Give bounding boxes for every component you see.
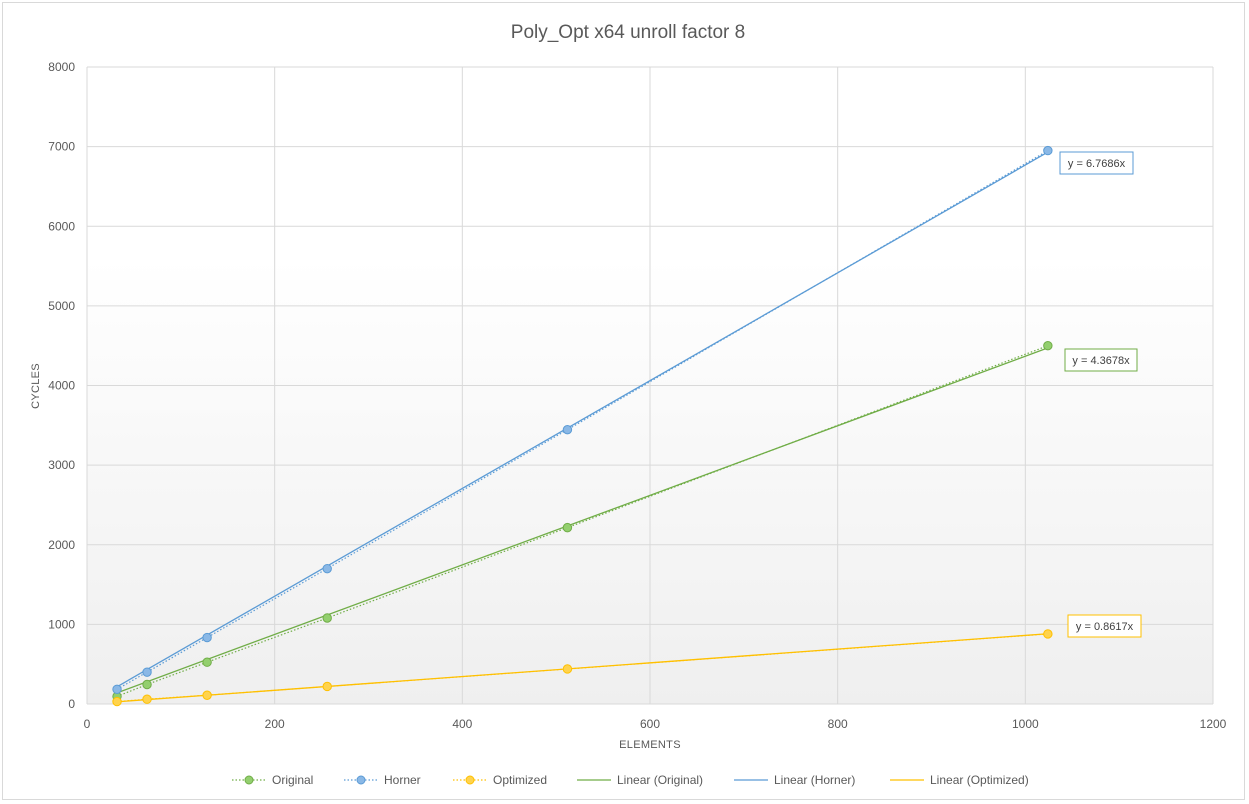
x-tick-label: 800 <box>828 717 848 731</box>
y-tick-label: 5000 <box>48 299 75 313</box>
data-point <box>142 667 152 677</box>
equation-label: y = 6.7686x <box>1068 158 1126 170</box>
data-point <box>1043 145 1053 156</box>
legend-marker <box>244 775 254 785</box>
y-tick-label: 7000 <box>48 140 75 154</box>
data-point <box>202 632 212 643</box>
legend-marker <box>465 775 475 785</box>
equation-box <box>1059 151 1134 175</box>
y-tick-label: 3000 <box>48 458 75 472</box>
y-tick-label: 6000 <box>48 219 75 233</box>
y-tick-label: 1000 <box>48 617 75 631</box>
x-tick-label: 1000 <box>1012 717 1039 731</box>
legend-label: Original <box>272 773 313 787</box>
x-tick-label: 600 <box>640 717 660 731</box>
legend-item[interactable]: Linear (Original) <box>577 773 703 787</box>
data-series <box>116 150 1049 703</box>
data-point <box>1043 340 1053 351</box>
series-line <box>116 150 1049 690</box>
equation-label: y = 0.8617x <box>1076 621 1134 633</box>
y-tick-label: 4000 <box>48 379 75 393</box>
equation-label: y = 4.3678x <box>1072 355 1130 367</box>
data-point <box>322 613 332 623</box>
data-point <box>1043 629 1053 639</box>
x-tick-label: 1200 <box>1200 717 1227 731</box>
legend-label: Horner <box>384 773 421 787</box>
grid <box>86 66 1214 705</box>
data-point <box>142 694 152 704</box>
trendline-equations: y = 6.7686x y = 4.3678x y = 0.8617x <box>1059 151 1142 638</box>
data-point <box>202 657 212 667</box>
tick-labels: 0 1000 2000 3000 4000 5000 6000 7000 8000 0 200 400… <box>48 60 1226 731</box>
x-tick-label: 400 <box>452 717 472 731</box>
trendline <box>116 347 1049 694</box>
data-point <box>142 679 152 690</box>
equation-box <box>1067 614 1142 638</box>
y-tick-label: 2000 <box>48 538 75 552</box>
legend-label: Linear (Original) <box>617 773 703 787</box>
legend-item[interactable]: Original <box>232 773 313 787</box>
x-tick-label: 0 <box>84 717 91 731</box>
chart-title: Poly_Opt x64 unroll factor 8 <box>511 22 745 43</box>
data-point <box>112 696 122 707</box>
legend-item[interactable]: Optimized <box>453 773 547 787</box>
legend-item[interactable]: Linear (Optimized) <box>890 773 1029 787</box>
data-point <box>562 424 573 435</box>
legend-label: Linear (Horner) <box>774 773 855 787</box>
legend-item[interactable]: Linear (Horner) <box>734 773 855 787</box>
data-markers <box>112 145 1053 707</box>
y-tick-label: 8000 <box>48 60 75 74</box>
data-point <box>562 664 573 674</box>
data-point <box>112 684 122 694</box>
series-line <box>116 633 1048 703</box>
trendline <box>116 151 1049 688</box>
data-point <box>562 522 573 533</box>
x-tick-label: 200 <box>265 717 285 731</box>
legend-label: Linear (Optimized) <box>930 773 1029 787</box>
legend-label: Optimized <box>493 773 547 787</box>
equation-box <box>1064 348 1138 372</box>
data-point <box>202 690 212 700</box>
legend[interactable]: Original Horner Optimized Linear (Original)… <box>232 773 1029 787</box>
data-point <box>322 681 332 692</box>
y-axis-title: CYCLES <box>30 363 42 409</box>
x-axis-title: ELEMENTS <box>619 739 681 751</box>
legend-item[interactable]: Horner <box>344 773 421 787</box>
chart-svg: 0 1000 2000 3000 4000 5000 6000 7000 8000 0 200 400… <box>30 22 1227 787</box>
data-point <box>322 563 332 574</box>
y-tick-label: 0 <box>68 697 75 711</box>
legend-marker <box>356 775 366 785</box>
